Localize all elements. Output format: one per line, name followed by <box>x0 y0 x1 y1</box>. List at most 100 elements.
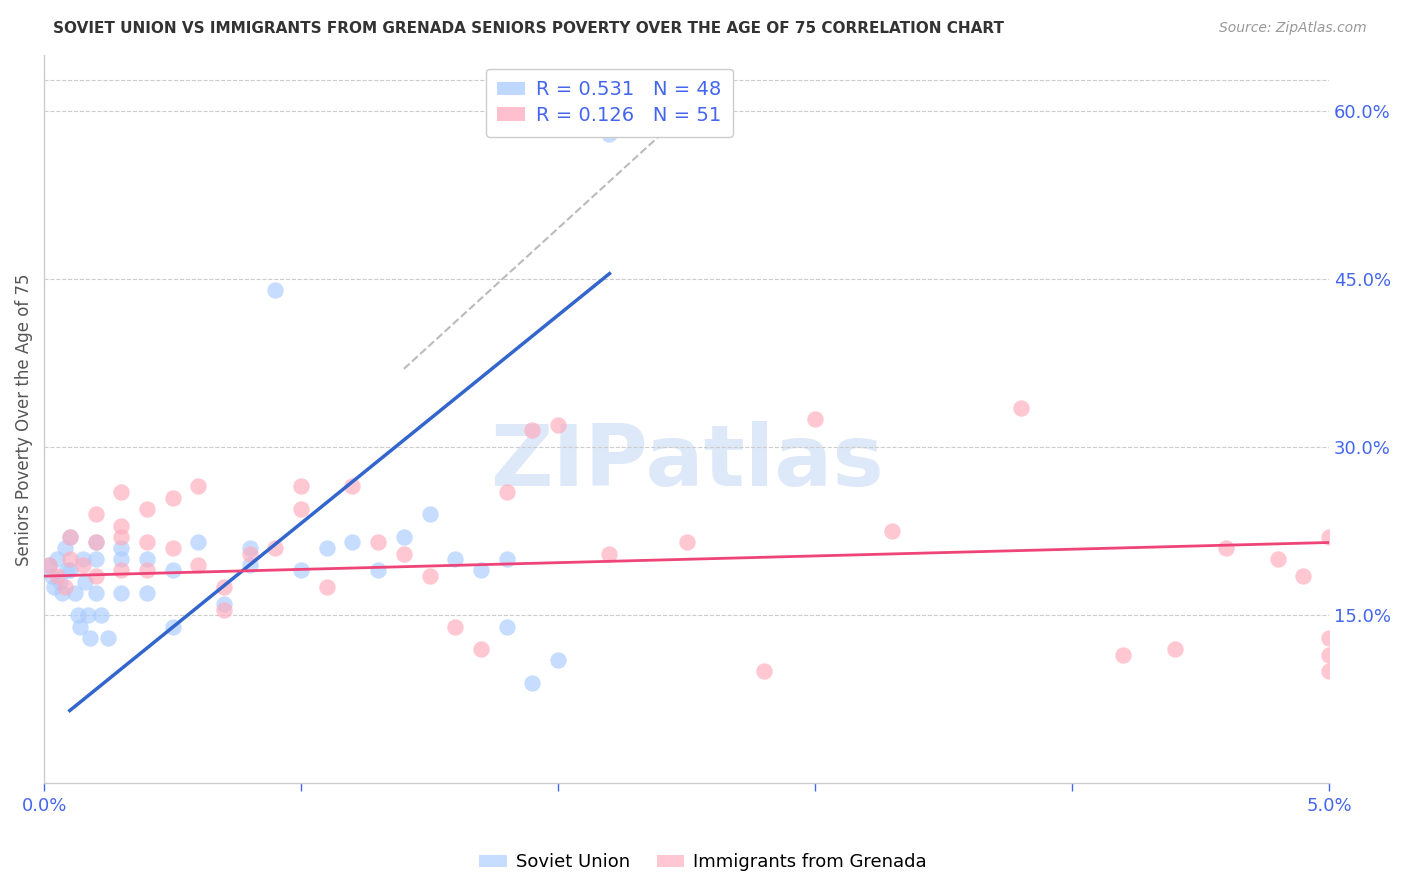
Point <box>1292 569 1315 583</box>
Point <box>59 564 82 578</box>
Point <box>239 541 262 555</box>
Point <box>84 535 107 549</box>
Point <box>470 564 492 578</box>
Point <box>110 586 132 600</box>
Point <box>572 115 595 129</box>
Point <box>419 569 441 583</box>
Point <box>804 412 827 426</box>
Point <box>46 569 69 583</box>
Point <box>367 535 389 549</box>
Legend: R = 0.531   N = 48, R = 0.126   N = 51: R = 0.531 N = 48, R = 0.126 N = 51 <box>485 69 733 136</box>
Point <box>135 564 157 578</box>
Point <box>290 501 312 516</box>
Point <box>342 535 364 549</box>
Point <box>367 564 389 578</box>
Point <box>1010 401 1032 415</box>
Point <box>882 524 904 539</box>
Point <box>444 619 467 633</box>
Point <box>1317 665 1340 679</box>
Point <box>495 619 517 633</box>
Point <box>392 530 415 544</box>
Point <box>212 580 235 594</box>
Point <box>46 552 69 566</box>
Point <box>59 552 82 566</box>
Point <box>444 552 467 566</box>
Legend: Soviet Union, Immigrants from Grenada: Soviet Union, Immigrants from Grenada <box>472 847 934 879</box>
Point <box>72 552 94 566</box>
Point <box>84 569 107 583</box>
Point <box>76 608 98 623</box>
Point <box>342 479 364 493</box>
Point <box>162 619 184 633</box>
Point <box>48 574 70 589</box>
Point <box>1317 648 1340 662</box>
Point <box>1215 541 1237 555</box>
Point <box>1112 648 1135 662</box>
Point <box>239 558 262 572</box>
Point <box>264 284 287 298</box>
Point <box>110 541 132 555</box>
Point <box>66 608 89 623</box>
Point <box>135 586 157 600</box>
Point <box>56 564 79 578</box>
Point <box>547 417 569 432</box>
Point <box>290 479 312 493</box>
Point <box>162 491 184 505</box>
Point <box>239 547 262 561</box>
Point <box>110 518 132 533</box>
Point <box>495 485 517 500</box>
Point <box>187 558 209 572</box>
Point <box>38 558 60 572</box>
Point <box>162 541 184 555</box>
Point <box>38 558 60 572</box>
Point <box>135 552 157 566</box>
Point <box>264 541 287 555</box>
Point <box>110 552 132 566</box>
Point <box>470 641 492 656</box>
Point <box>69 619 91 633</box>
Text: SOVIET UNION VS IMMIGRANTS FROM GRENADA SENIORS POVERTY OVER THE AGE OF 75 CORRE: SOVIET UNION VS IMMIGRANTS FROM GRENADA … <box>53 21 1004 36</box>
Point <box>598 547 620 561</box>
Point <box>752 665 775 679</box>
Point <box>75 574 97 589</box>
Point <box>110 564 132 578</box>
Point <box>290 564 312 578</box>
Text: ZIPatlas: ZIPatlas <box>489 421 883 505</box>
Y-axis label: Seniors Poverty Over the Age of 75: Seniors Poverty Over the Age of 75 <box>15 273 32 566</box>
Point <box>315 541 337 555</box>
Point <box>79 631 101 645</box>
Text: Source: ZipAtlas.com: Source: ZipAtlas.com <box>1219 21 1367 35</box>
Point <box>187 535 209 549</box>
Point <box>135 535 157 549</box>
Point <box>53 541 76 555</box>
Point <box>135 501 157 516</box>
Point <box>84 535 107 549</box>
Point <box>315 580 337 594</box>
Point <box>675 535 697 549</box>
Point <box>522 424 544 438</box>
Point <box>1164 641 1187 656</box>
Point <box>63 586 86 600</box>
Point <box>84 508 107 522</box>
Point <box>51 586 73 600</box>
Point <box>598 127 620 141</box>
Point <box>53 580 76 594</box>
Point <box>212 603 235 617</box>
Point <box>547 653 569 667</box>
Point <box>97 631 120 645</box>
Point <box>72 558 94 572</box>
Point <box>110 530 132 544</box>
Point <box>84 552 107 566</box>
Point <box>522 675 544 690</box>
Point <box>59 530 82 544</box>
Point <box>84 586 107 600</box>
Point <box>419 508 441 522</box>
Point <box>162 564 184 578</box>
Point <box>212 597 235 611</box>
Point <box>1267 552 1289 566</box>
Point <box>110 485 132 500</box>
Point <box>44 580 66 594</box>
Point <box>392 547 415 561</box>
Point <box>1317 631 1340 645</box>
Point <box>187 479 209 493</box>
